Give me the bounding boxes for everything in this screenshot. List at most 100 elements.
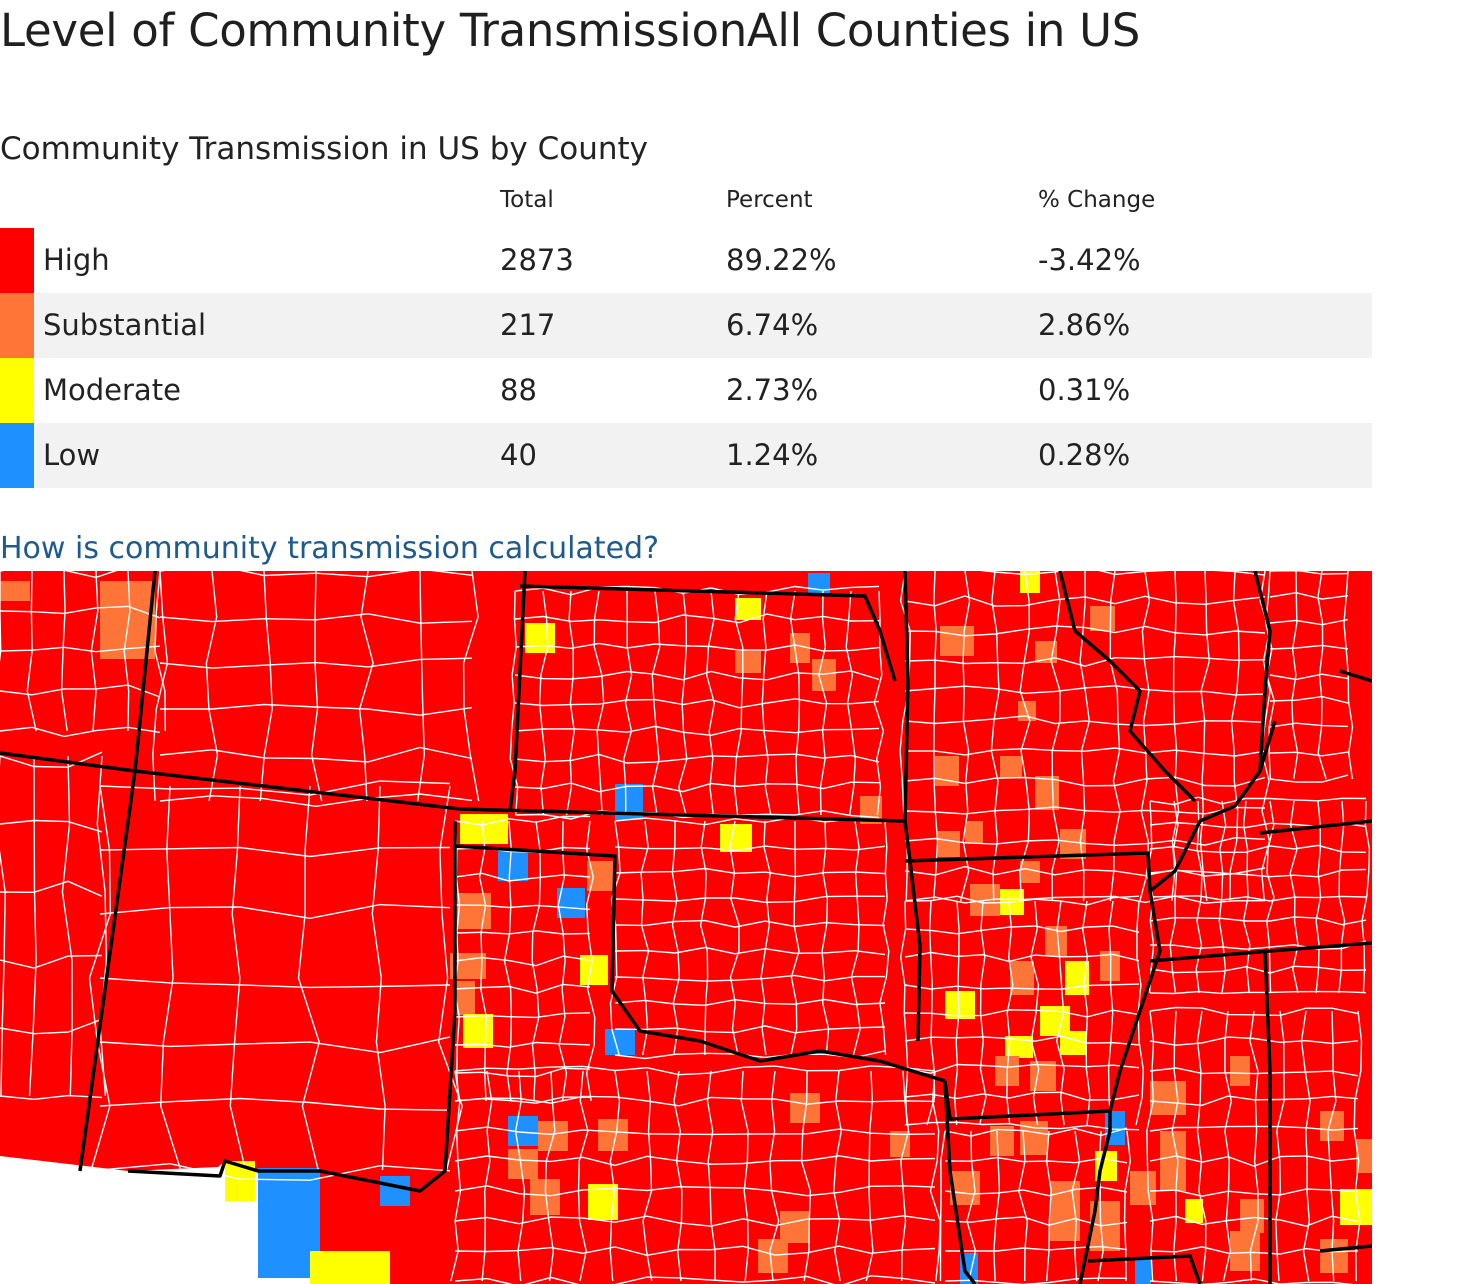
county-transmission-map[interactable]: [0, 571, 1372, 1284]
county-boundary: [481, 1070, 493, 1282]
county-boundary: [514, 613, 880, 624]
state-border: [508, 571, 527, 812]
county-substantial: [938, 831, 960, 857]
county-boundary: [904, 925, 1140, 935]
county-boundary: [514, 725, 880, 737]
county-moderate: [463, 1014, 493, 1048]
county-boundary: [1269, 591, 1349, 600]
state-border: [1058, 571, 1197, 803]
county-boundary: [760, 820, 771, 1056]
county-boundary: [904, 595, 1266, 607]
county-boundary: [160, 571, 473, 578]
county-low: [258, 1168, 320, 1278]
county-boundary: [0, 1094, 103, 1101]
county-boundary: [450, 1070, 462, 1282]
county-boundary: [761, 590, 772, 816]
county-boundary: [585, 820, 596, 1102]
county-boundary: [454, 930, 591, 935]
county-boundary: [904, 865, 1266, 877]
county-boundary: [544, 1070, 556, 1282]
county-boundary: [939, 1130, 946, 1281]
county-boundary: [1149, 1188, 1359, 1197]
county-boundary: [769, 1070, 780, 1282]
table-row-high: High 2873 89.22% -3.42%: [0, 228, 1372, 293]
county-boundary: [514, 781, 880, 793]
county-boundary: [1107, 900, 1114, 1126]
column-header-change: % Change: [1038, 187, 1156, 213]
county-boundary: [0, 751, 103, 768]
county-boundary: [1079, 571, 1091, 902]
county-boundary: [651, 590, 661, 816]
county-boundary: [60, 571, 68, 732]
calculation-info-link[interactable]: How is community transmission calculated…: [0, 531, 660, 566]
county-boundary: [1218, 800, 1227, 994]
county-boundary: [1269, 618, 1349, 626]
county-substantial: [735, 651, 761, 673]
county-boundary: [454, 1275, 936, 1284]
county-boundary: [642, 1070, 653, 1282]
county-substantial: [1045, 926, 1067, 956]
county-boundary: [1071, 1130, 1081, 1282]
total-value: 40: [500, 438, 537, 472]
county-boundary: [800, 1070, 812, 1282]
county-boundary: [0, 1018, 103, 1035]
county-boundary: [159, 657, 473, 669]
county-boundary: [1275, 1010, 1285, 1282]
county-boundary: [705, 590, 716, 816]
county-substantial: [1240, 1199, 1264, 1233]
county-boundary: [1199, 571, 1211, 902]
county-boundary: [1353, 1010, 1363, 1282]
county-boundary: [99, 780, 451, 796]
county-substantial: [1356, 1139, 1372, 1173]
county-boundary: [454, 1067, 591, 1078]
county-boundary: [1149, 965, 1367, 974]
level-label: High: [43, 243, 110, 277]
percent-value: 1.24%: [726, 438, 819, 472]
table-row-substantial: Substantial 217 6.74% 2.86%: [0, 293, 1372, 358]
county-boundary: [944, 1216, 1128, 1227]
county-boundary: [790, 821, 800, 1056]
county-substantial: [455, 981, 475, 1015]
county-boundary: [953, 900, 960, 1126]
county-boundary: [1123, 1130, 1132, 1282]
county-boundary: [0, 645, 161, 653]
county-boundary: [99, 1036, 451, 1054]
county-boundary: [1171, 571, 1180, 902]
county-boundary: [673, 1070, 683, 1282]
county-boundary: [1169, 800, 1179, 994]
county-boundary: [879, 820, 890, 1056]
county-boundary: [1300, 1010, 1311, 1282]
county-boundary: [614, 946, 886, 956]
county-boundary: [740, 1070, 749, 1282]
county-boundary: [706, 1070, 716, 1282]
county-boundary: [0, 954, 103, 969]
county-boundary: [0, 726, 161, 738]
county-low: [1135, 1259, 1151, 1284]
column-header-percent: Percent: [726, 187, 813, 213]
county-boundary: [1149, 1095, 1359, 1107]
column-header-total: Total: [500, 187, 554, 213]
county-boundary: [28, 755, 37, 1097]
county-boundary: [159, 793, 473, 808]
county-boundary: [929, 1070, 941, 1282]
county-boundary: [1149, 868, 1367, 878]
county-boundary: [821, 820, 830, 1056]
county-boundary: [454, 1155, 936, 1167]
county-moderate: [1060, 1031, 1086, 1055]
county-boundary: [904, 715, 1266, 727]
county-boundary: [614, 845, 886, 852]
county-substantial: [1035, 776, 1059, 810]
county-boundary: [614, 895, 886, 904]
county-boundary: [904, 951, 1140, 963]
county-boundary: [1019, 571, 1031, 902]
state-border: [904, 720, 1277, 893]
county-boundary: [99, 1162, 451, 1181]
county-boundary: [514, 1070, 526, 1282]
state-border: [1319, 1244, 1372, 1253]
county-boundary: [1249, 1010, 1259, 1282]
county-boundary: [26, 571, 37, 732]
county-boundary: [454, 1185, 936, 1197]
level-label: Low: [43, 438, 101, 472]
county-moderate: [720, 824, 752, 852]
level-label: Moderate: [43, 373, 181, 407]
